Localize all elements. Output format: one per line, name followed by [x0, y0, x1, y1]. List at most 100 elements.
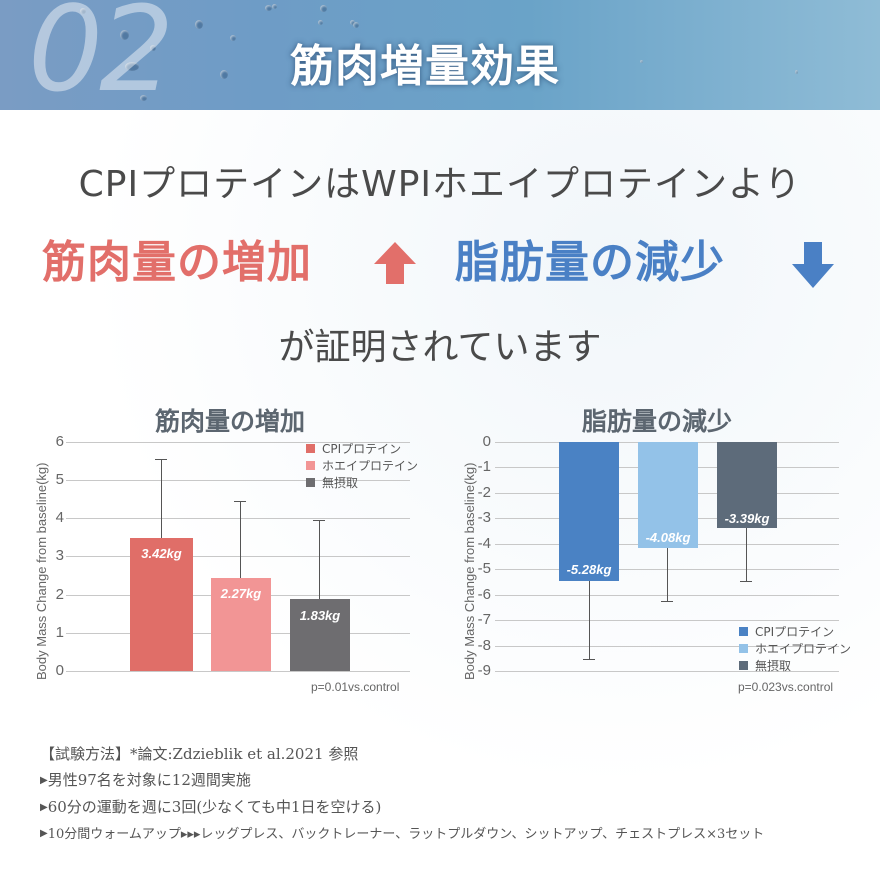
error-cap	[313, 520, 325, 521]
y-axis-label: Body Mass Change from baseline(kg)	[34, 462, 49, 681]
gridline	[495, 671, 839, 672]
legend-item: 無摂取	[306, 474, 418, 491]
error-bar	[746, 528, 747, 581]
bubble-decoration	[120, 30, 129, 40]
p-value-note: p=0.01vs.control	[311, 680, 400, 694]
y-tick: -5	[477, 560, 491, 577]
bar-value-label: -4.08kg	[645, 530, 691, 545]
bar-value-label: 2.27kg	[220, 586, 262, 601]
bubble-decoration	[795, 70, 798, 74]
error-bar	[589, 581, 590, 659]
bar-cpi	[559, 442, 619, 581]
y-tick: 0	[482, 433, 491, 450]
legend-swatch	[306, 478, 315, 487]
bubble-decoration	[272, 4, 277, 9]
headline-muscle-increase: 筋肉量の増加	[42, 237, 312, 288]
legend-swatch	[739, 627, 748, 636]
y-tick: 1	[55, 624, 64, 641]
method-heading: 【試験方法】*論文:Zdzieblik et al.2021 参照	[40, 745, 359, 763]
arrow-up-icon	[374, 242, 416, 284]
headline-proven: が証明されています	[278, 327, 602, 368]
legend-swatch	[739, 644, 748, 653]
section-header-banner: 02 筋肉増量効果	[0, 0, 880, 110]
gridline	[66, 556, 410, 557]
bubble-decoration	[125, 62, 139, 71]
y-tick: -6	[477, 586, 491, 603]
bar-value-label: 3.42kg	[141, 546, 182, 561]
legend-swatch	[739, 661, 748, 670]
triangle-right-icon: ▶	[40, 802, 48, 813]
method-item: ▶60分の運動を週に3回(少なくても中1日を空ける)	[40, 798, 382, 816]
arrow-down-icon	[792, 242, 834, 288]
y-tick: 4	[55, 509, 64, 526]
legend-item: CPIプロテイン	[739, 623, 851, 640]
y-tick: 0	[55, 662, 64, 679]
y-tick: 5	[55, 471, 64, 488]
y-tick: -8	[477, 637, 491, 654]
bar-value-label: -3.39kg	[724, 511, 770, 526]
method-item: ▶男性97名を対象に12週間実施	[40, 771, 251, 789]
error-bar	[319, 520, 320, 600]
test-method-notes: 【試験方法】*論文:Zdzieblik et al.2021 参照 ▶男性97名…	[40, 741, 764, 848]
bar-whey	[211, 578, 271, 671]
bar-value-label: 1.83kg	[299, 608, 341, 623]
bubble-decoration	[640, 60, 643, 63]
legend-swatch	[306, 461, 315, 470]
bar-whey	[638, 442, 698, 548]
gridline	[66, 518, 410, 519]
gridline	[495, 620, 839, 621]
bubble-decoration	[195, 20, 203, 29]
legend-item: ホエイプロテイン	[306, 457, 418, 474]
bubble-decoration	[220, 70, 228, 79]
headline-comparison: CPIプロテインはWPIホエイプロテインより	[78, 164, 802, 205]
error-bar	[161, 459, 162, 539]
y-tick: -3	[477, 509, 491, 526]
legend-swatch	[306, 444, 315, 453]
error-cap	[583, 659, 595, 660]
chart-title: 筋肉量の増加	[155, 407, 306, 436]
gridline	[66, 442, 410, 443]
bubble-decoration	[140, 95, 147, 101]
bubble-decoration	[320, 5, 327, 12]
legend-item: ホエイプロテイン	[739, 640, 851, 657]
gridline	[66, 671, 410, 672]
legend-item: CPIプロテイン	[306, 440, 418, 457]
legend-item: 無摂取	[739, 657, 851, 674]
y-tick: 3	[55, 547, 64, 564]
error-cap	[155, 459, 167, 460]
y-tick: -4	[477, 535, 491, 552]
error-bar	[667, 548, 668, 601]
bubble-decoration	[80, 8, 86, 14]
y-tick: -1	[477, 458, 491, 475]
method-item: ▶10分間ウォームアップ▸▸▸レッグプレス、バックトレーナー、ラットプルダウン、…	[40, 827, 765, 842]
headline-fat-decrease: 脂肪量の減少	[455, 237, 725, 288]
bar-value-label: -5.28kg	[566, 562, 612, 577]
chart-legend: CPIプロテイン ホエイプロテイン 無摂取	[739, 623, 851, 674]
gridline	[66, 480, 410, 481]
y-tick: -7	[477, 611, 491, 628]
chart-legend: CPIプロテイン ホエイプロテイン 無摂取	[306, 440, 418, 491]
p-value-note: p=0.023vs.control	[738, 680, 834, 694]
chart-title: 脂肪量の減少	[582, 407, 733, 436]
bubble-decoration	[353, 22, 359, 28]
bubble-decoration	[230, 35, 236, 41]
triangle-right-icon: ▶	[40, 828, 48, 839]
y-tick: -2	[477, 484, 491, 501]
section-number: 02	[28, 0, 174, 110]
y-tick: 2	[55, 586, 64, 603]
bubble-decoration	[150, 45, 156, 51]
error-cap	[661, 601, 673, 602]
bubble-decoration	[350, 20, 355, 25]
error-cap	[234, 501, 246, 502]
triangle-right-icon: ▶	[40, 775, 48, 786]
error-bar	[240, 501, 241, 579]
section-title: 筋肉増量効果	[290, 41, 560, 92]
bar-none	[290, 599, 350, 671]
gridline	[495, 646, 839, 647]
error-cap	[740, 581, 752, 582]
bar-none	[717, 442, 777, 528]
y-tick: 6	[55, 433, 64, 450]
bar-cpi	[130, 538, 193, 671]
y-tick: -9	[477, 662, 491, 679]
bubble-decoration	[318, 20, 323, 25]
